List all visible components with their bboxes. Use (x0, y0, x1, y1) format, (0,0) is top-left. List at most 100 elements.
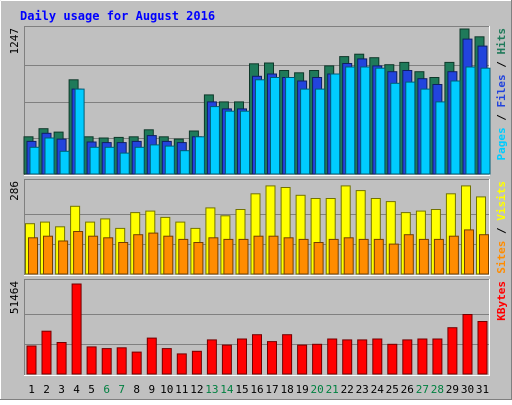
x-tick-label-day-12: 12 (190, 383, 203, 396)
bar-kbytes-day-16 (252, 334, 262, 375)
bar-sites-day-22 (343, 237, 354, 275)
bar-sites-day-10 (163, 235, 174, 275)
bar-sites-day-21 (328, 238, 339, 275)
bar-pages-day-15 (240, 110, 250, 175)
bar-pages-day-22 (345, 66, 356, 175)
bar-kbytes-day-24 (372, 338, 383, 375)
bar-kbytes-day-12 (191, 350, 202, 375)
bar-pages-day-28 (435, 101, 446, 175)
x-tick-label-day-16: 16 (250, 383, 263, 396)
bar-sites-day-18 (283, 237, 294, 275)
x-axis-day-labels: 1 2 3 4 5 6 7 8 9 10 11 12 13 14 15 16 17 18 19 20 21 22 23 24 2… (28, 383, 489, 396)
bar-kbytes-day-20 (312, 343, 323, 375)
bar-sites-day-16 (253, 235, 264, 275)
panel-hits-pages-files: 1247 Pages / Files / Hits (8, 26, 508, 176)
bar-pages-day-23 (360, 66, 371, 175)
bar-sites-day-28 (433, 238, 444, 275)
bar-kbytes-day-9 (146, 337, 157, 375)
bar-sites-day-4 (73, 231, 84, 275)
bar-pages-day-11 (179, 150, 190, 175)
x-tick-label-day-27: 27 (416, 383, 429, 396)
bar-sites-day-8 (133, 234, 144, 275)
legend-entry-files: Files (495, 74, 508, 107)
bar-pages-day-24 (375, 67, 386, 175)
bar-kbytes-day-25 (387, 343, 398, 375)
bar-sites-day-26 (403, 234, 414, 275)
bar-pages-day-27 (420, 88, 431, 175)
bar-kbytes-day-1 (26, 345, 37, 375)
bar-sites-day-17 (268, 235, 279, 275)
bar-pages-day-3 (59, 150, 70, 175)
bar-sites-day-12 (193, 242, 204, 275)
legend-entry-kbytes: KBytes (495, 281, 508, 321)
bar-pages-day-30 (465, 66, 476, 175)
bar-pages-day-21 (330, 73, 341, 175)
bar-sites-day-13 (208, 237, 219, 275)
bar-sites-day-23 (358, 238, 369, 275)
chart-title: Daily usage for August 2016 (20, 9, 215, 23)
panel-max-label: 1247 (8, 28, 21, 55)
bar-kbytes-day-7 (116, 347, 127, 375)
bar-sites-day-25 (388, 243, 399, 275)
panel-series-legend: Sites / Visits (495, 181, 508, 274)
legend-entry-sites: Sites (495, 241, 508, 274)
bar-pages-day-6 (104, 146, 115, 175)
bar-pages-day-13 (209, 106, 220, 175)
chart-panels: 1247 Pages / Files / Hits 286 Sites / Visit… (8, 26, 508, 376)
x-tick-label-day-22: 22 (341, 383, 354, 396)
panel-series-legend: Pages / Files / Hits (495, 28, 508, 161)
bar-kbytes-day-13 (206, 339, 217, 375)
legend-entry-pages: Pages (495, 127, 508, 160)
x-tick-label-day-26: 26 (401, 383, 414, 396)
bar-sites-day-30 (464, 229, 474, 275)
panel-max-label: 286 (8, 181, 21, 201)
bar-sites-day-7 (118, 242, 129, 275)
bar-kbytes-day-14 (221, 344, 232, 375)
bar-sites-day-11 (178, 238, 189, 275)
bar-sites-day-6 (103, 237, 114, 275)
bar-sites-day-5 (88, 235, 99, 275)
x-tick-label-day-9: 9 (148, 383, 155, 396)
panel-series-legend: KBytes (495, 281, 508, 321)
panel-kbytes: 51464 KBytes (8, 279, 508, 376)
bar-sites-day-9 (148, 232, 159, 275)
bar-pages-day-26 (405, 81, 416, 175)
panel-visits-sites: 286 Sites / Visits (8, 179, 508, 276)
x-tick-label-day-18: 18 (280, 383, 293, 396)
x-tick-label-day-8: 8 (133, 383, 140, 396)
bar-kbytes-day-5 (86, 346, 97, 375)
bar-pages-day-5 (89, 146, 100, 175)
bar-pages-day-31 (480, 67, 491, 175)
x-tick-label-day-10: 10 (160, 383, 173, 396)
bar-sites-day-27 (418, 238, 429, 275)
bar-kbytes-day-15 (237, 338, 247, 375)
bar-sites-day-19 (298, 238, 309, 275)
bar-kbytes-day-22 (342, 339, 353, 375)
bar-sites-day-2 (43, 235, 53, 275)
bar-pages-day-1 (29, 146, 40, 175)
x-tick-label-day-25: 25 (386, 383, 399, 396)
x-tick-label-day-30: 30 (461, 383, 474, 396)
x-tick-label-day-5: 5 (88, 383, 95, 396)
bar-sites-day-29 (448, 235, 459, 275)
x-tick-label-day-19: 19 (295, 383, 308, 396)
x-tick-label-day-7: 7 (118, 383, 125, 396)
x-tick-label-day-17: 17 (265, 383, 278, 396)
bar-pages-day-14 (224, 110, 235, 175)
x-tick-label-day-24: 24 (371, 383, 385, 396)
bar-pages-day-12 (194, 136, 205, 175)
bar-pages-day-9 (149, 144, 160, 175)
bar-kbytes-day-18 (282, 334, 293, 375)
x-tick-label-day-29: 29 (446, 383, 459, 396)
bar-kbytes-day-10 (161, 348, 172, 375)
bar-kbytes-day-17 (267, 341, 277, 375)
panel-max-label: 51464 (8, 281, 21, 314)
bar-sites-day-3 (58, 240, 69, 275)
bar-pages-day-2 (44, 137, 55, 175)
bar-pages-day-17 (270, 77, 280, 175)
x-tick-label-day-20: 20 (310, 383, 323, 396)
bar-sites-day-24 (373, 238, 384, 275)
bar-kbytes-day-11 (176, 353, 187, 375)
